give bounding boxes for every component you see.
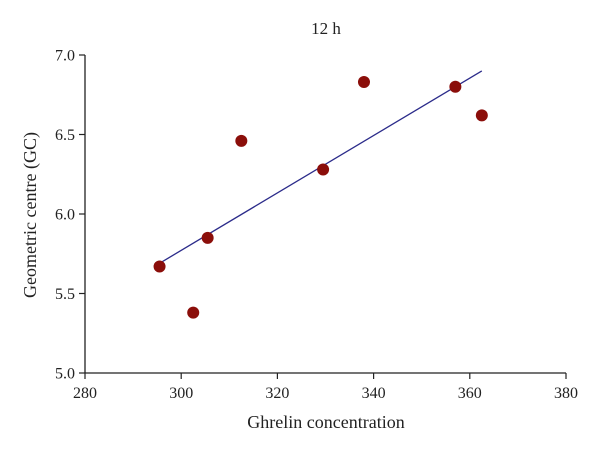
- y-tick-label: 5.5: [55, 286, 75, 303]
- data-point: [357, 76, 370, 89]
- x-ticks: 280 300 320 340 360 380: [73, 373, 578, 402]
- data-point: [235, 134, 248, 147]
- y-tick-label: 6.0: [55, 207, 75, 224]
- data-point: [475, 109, 488, 122]
- x-tick-label: 280: [73, 385, 97, 402]
- x-tick-label: 320: [265, 385, 289, 402]
- y-axis-label: Geometric centre (GC): [20, 132, 41, 298]
- y-tick-label: 5.0: [55, 366, 75, 383]
- x-tick-label: 340: [362, 385, 386, 402]
- x-tick-label: 380: [554, 385, 578, 402]
- y-ticks: 5.0 5.5 6.0 6.5 7.0: [55, 48, 85, 383]
- x-tick-label: 300: [169, 385, 193, 402]
- y-tick-label: 6.5: [55, 127, 75, 144]
- x-tick-label: 360: [458, 385, 482, 402]
- data-point: [187, 306, 200, 319]
- data-point: [449, 80, 462, 93]
- chart-title: 12 h: [311, 19, 341, 38]
- x-axis-label: Ghrelin concentration: [247, 412, 404, 432]
- y-tick-label: 7.0: [55, 48, 75, 65]
- data-points: [153, 76, 488, 319]
- axes: [84, 55, 566, 374]
- data-point: [153, 260, 166, 273]
- data-point: [317, 163, 330, 176]
- data-point: [201, 231, 214, 244]
